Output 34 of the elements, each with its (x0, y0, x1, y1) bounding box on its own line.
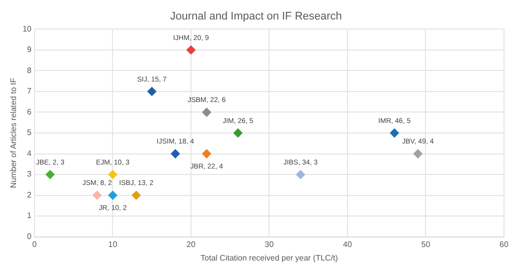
point (390, 128, 399, 138)
x-tick-label: 40 (343, 240, 352, 249)
x-tick-label: 50 (421, 240, 431, 249)
x-axis-title: Total Citation received per year (TLC/t) (200, 253, 338, 262)
x-tick-label: 10 (108, 240, 118, 249)
y-tick-label: 1 (27, 211, 32, 220)
y-tick-label: 5 (27, 128, 32, 138)
x-tick-label: 20 (186, 240, 196, 249)
point (132, 190, 141, 200)
chart-title: Journal and Impact on IF Research (170, 10, 342, 23)
point (202, 149, 212, 158)
point (233, 128, 242, 138)
point (202, 108, 212, 117)
point (186, 45, 196, 54)
point (108, 170, 118, 180)
y-tick-label: 10 (22, 24, 32, 34)
point (413, 149, 422, 158)
point (296, 170, 306, 180)
x-tick-label: 60 (500, 240, 509, 249)
point (170, 149, 180, 158)
point (46, 170, 55, 180)
y-tick-label: 2 (27, 190, 32, 200)
point (147, 86, 156, 96)
y-tick-label: 6 (27, 107, 32, 116)
y-tick-label: 0 (27, 232, 32, 242)
x-tick-label: 30 (264, 240, 274, 249)
y-tick-label: 4 (27, 148, 32, 158)
y-tick-label: 9 (27, 45, 32, 54)
y-axis-title: Number of Articles related to IF (9, 78, 18, 188)
y-tick-label: 8 (27, 66, 32, 75)
y-tick-label: 3 (27, 170, 32, 179)
point (108, 190, 118, 200)
y-tick-label: 7 (27, 86, 32, 96)
point (92, 190, 102, 200)
